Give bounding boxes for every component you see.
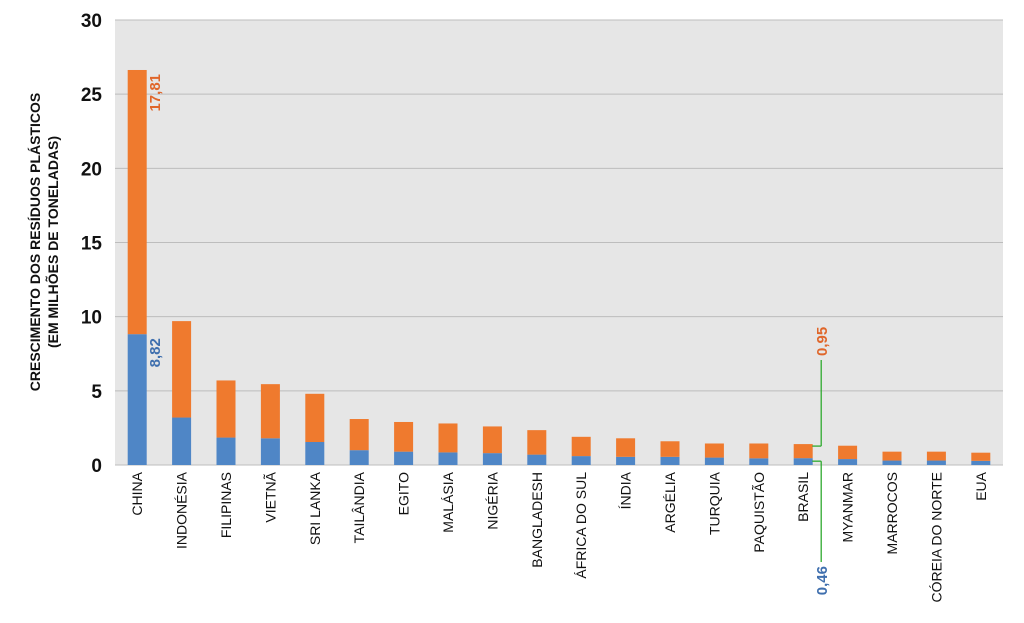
bar-segment-base [216,437,236,465]
x-tick-label: TAILÂNDIA [351,471,367,543]
annotations: 17,81 8,82 0,95 0,46 [147,74,831,595]
y-tick-label: 25 [81,85,103,106]
bar-segment-growth [527,430,547,455]
bar-segment-growth [172,321,192,418]
axes: 0 5 10 15 20 25 30 CHINA INDONÉSIA FILIPINAS VIETN… [81,11,989,602]
bar-segment-growth [260,384,280,439]
bar-segment-growth [438,423,458,453]
bar-segment-growth [749,443,769,459]
bar-segment-base [394,451,414,465]
y-tick-label: 0 [91,456,102,477]
brasil-base-label: 0,46 [814,566,831,595]
china-growth-label: 17,81 [147,74,164,112]
x-tick-label: CÓREIA DO NORTE [928,472,944,602]
x-tick-label: CHINA [129,471,145,515]
bar-segment-base [571,456,591,465]
bar-segment-growth [838,445,858,460]
y-tick-label: 15 [81,234,103,255]
x-tick-label: EUA [973,471,989,500]
bar-segment-growth [394,421,414,452]
bar-segment-base [971,460,991,465]
bar-segment-growth [660,441,680,457]
x-tick-label: MALÁSIA [440,471,456,532]
bar-segment-base [349,450,369,465]
x-tick-label: TURQUIA [706,471,722,535]
bar-segment-base [660,456,680,465]
bar-segment-base [704,457,724,465]
x-tick-label: ÁFRICA DO SUL [573,472,589,579]
bar-segment-base [172,417,192,465]
bar-segment-base [527,454,547,465]
bar-segment-base [838,459,858,465]
x-tick-label: BRASIL [795,472,811,522]
y-tick-label: 10 [81,308,102,329]
bar-segment-growth [704,443,724,458]
x-tick-label: NIGÉRIA [484,471,500,529]
bar-segment-growth [616,438,636,457]
bar-segment-base [926,460,946,465]
bar-segment-growth [482,426,502,454]
bar-segment-base [305,442,325,465]
x-tick-label: BANGLADESH [529,472,545,568]
x-tick-label: VIETNÃ [262,471,278,522]
bar-segment-growth [793,444,813,459]
x-tick-label: MARROCOS [884,472,900,554]
bars [127,69,991,465]
bar-segment-base [260,438,280,465]
bar-segment-growth [926,451,946,461]
x-tick-label: FILIPINAS [218,472,234,538]
bar-segment-base [438,452,458,465]
y-axis-label: CRESCIMENTO DOS RESÍDUOS PLÁSTICOS [27,93,43,391]
bar-segment-growth [971,452,991,461]
x-tick-label: MYANMAR [840,472,856,543]
bar-segment-base [482,453,502,465]
bar-segment-growth [305,393,325,443]
bar-segment-base [749,458,769,465]
bar-segment-base [882,460,902,465]
bar-segment-growth [349,419,369,451]
brasil-growth-label: 0,95 [814,327,831,356]
bar-segment-base [616,456,636,465]
y-axis-label-units: (EM MILHÕES DE TONELADAS) [44,136,61,348]
x-tick-label: SRI LANKA [307,471,323,545]
x-tick-label: INDONÉSIA [174,471,190,549]
x-tick-label: ARGÉLIA [662,471,678,532]
y-tick-label: 5 [91,382,102,403]
bar-segment-base [793,458,813,465]
x-tick-label: ÍNDIA [618,471,634,509]
y-tick-label: 20 [81,159,102,180]
bar-segment-growth [127,69,147,335]
bar-segment-growth [216,380,236,438]
china-base-label: 8,82 [147,338,164,367]
bar-segment-growth [571,436,591,457]
y-tick-label: 30 [81,11,102,32]
x-tick-label: PAQUISTÃO [751,472,767,553]
x-tick-label: EGITO [396,472,412,515]
bar-segment-base [127,334,147,465]
bar-segment-growth [882,451,902,461]
